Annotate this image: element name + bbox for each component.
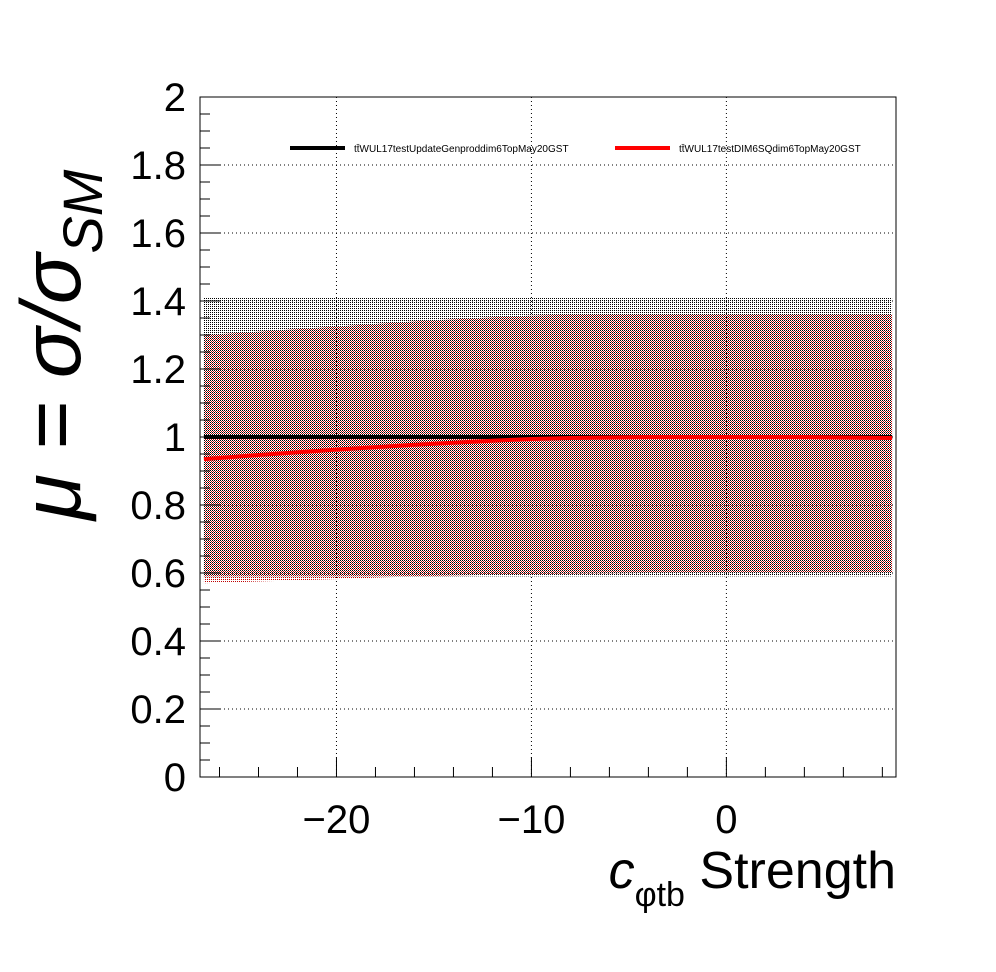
y-tick-label: 2 bbox=[164, 76, 186, 120]
y-tick-label: 0.4 bbox=[130, 620, 186, 664]
y-axis-subscript: SM bbox=[51, 169, 114, 253]
y-tick-label: 1.6 bbox=[130, 212, 186, 256]
legend-label: tt̄WUL17testDIM6SQdim6TopMay20GST bbox=[679, 143, 861, 155]
y-tick-label: 1.2 bbox=[130, 348, 186, 392]
x-tick-label: −20 bbox=[303, 798, 371, 842]
x-axis-title: cφtb Strength bbox=[609, 842, 896, 914]
series-line bbox=[203, 435, 893, 462]
legend: tt̄WUL17testUpdateGenproddim6TopMay20GST… bbox=[290, 143, 861, 155]
x-axis-text: Strength bbox=[685, 842, 896, 900]
x-axis-subscript: φtb bbox=[635, 876, 685, 914]
y-tick-label: 0.6 bbox=[130, 552, 186, 596]
axis-ticks bbox=[200, 96, 883, 778]
x-tick-label: −10 bbox=[497, 798, 565, 842]
uncertainty-band bbox=[203, 314, 893, 584]
x-axis-symbol: c bbox=[609, 842, 635, 900]
y-axis-text: μ = σ/σ bbox=[4, 250, 98, 522]
y-tick-label: 0 bbox=[164, 756, 186, 800]
y-tick-label: 1.4 bbox=[130, 280, 186, 324]
y-tick-label: 1.8 bbox=[130, 144, 186, 188]
y-axis-title: μ = σ/σSM bbox=[4, 169, 114, 522]
series-lines bbox=[203, 435, 893, 462]
y-tick-label: 0.2 bbox=[130, 688, 186, 732]
legend-label: tt̄WUL17testUpdateGenproddim6TopMay20GST bbox=[354, 143, 569, 155]
y-tick-label: 1 bbox=[164, 416, 186, 460]
x-tick-label: 0 bbox=[715, 798, 737, 842]
y-tick-label: 0.8 bbox=[130, 484, 186, 528]
tick-labels: 0 0.2 0.4 0.6 0.8 1 1.2 1.4 1.6 1.8 2 −20 −10 0 bbox=[130, 76, 737, 842]
